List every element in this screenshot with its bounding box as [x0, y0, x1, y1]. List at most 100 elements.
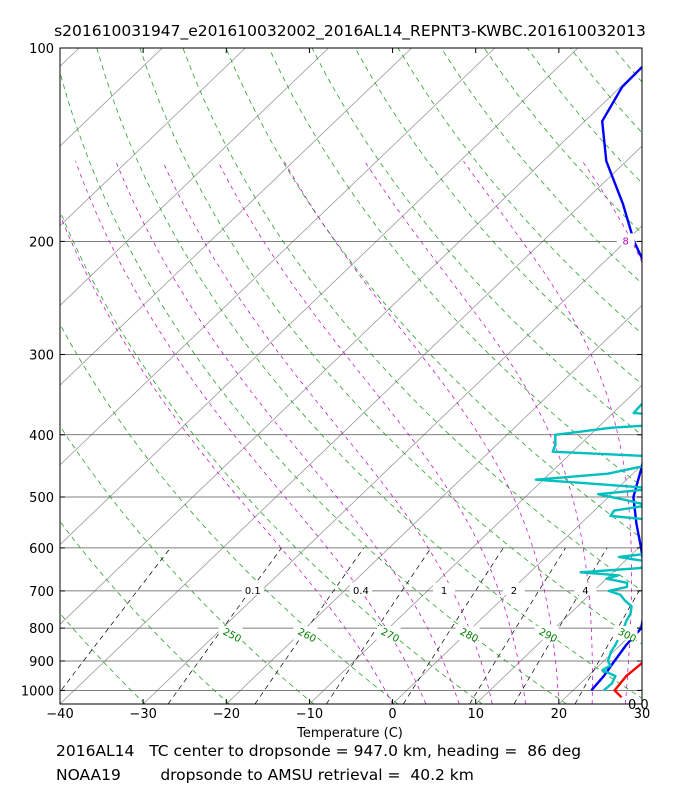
- plot-frame: [59, 47, 643, 705]
- series-line: [613, 661, 642, 699]
- isotherm-line: [142, 225, 642, 704]
- label-background: [349, 582, 372, 595]
- mixing-ratio-line: [60, 547, 171, 693]
- mixing-ratio-line: [254, 547, 364, 704]
- dry-adiabat-line: [526, 48, 642, 184]
- dry-adiabat-line: [354, 48, 642, 385]
- y-tick-label: 400: [29, 429, 54, 444]
- dry-adiabat-line: [60, 702, 61, 704]
- dry-adiabat-line: [60, 425, 314, 704]
- corner-label: 0.0: [628, 698, 649, 713]
- mixing-ratio-line: [167, 547, 282, 704]
- label-background: [433, 582, 456, 595]
- footer-line-2: NOAA19 dropsonde to AMSU retrieval = 40.…: [56, 766, 474, 784]
- y-tick-label: 500: [29, 491, 54, 506]
- label-background: [574, 582, 597, 595]
- dry-adiabat-line: [397, 48, 642, 335]
- isotherm-line: [60, 48, 246, 227]
- y-tick-label: 200: [29, 235, 54, 250]
- isotherm-line: [60, 48, 329, 307]
- tc-distance-text: TC center to dropsonde = 947.0 km, headi…: [149, 742, 582, 760]
- label-background: [293, 626, 318, 641]
- moist-adiabat-line: [463, 160, 632, 704]
- moist-adiabat-line: [75, 160, 427, 704]
- dry-adiabat-line: [440, 48, 642, 285]
- moist-adiabat-line: [283, 160, 560, 704]
- isotherm-line: [309, 384, 642, 704]
- dry-adiabat-line: [60, 520, 230, 704]
- dry-adiabat-line: [60, 70, 567, 704]
- x-tick-label: −30: [129, 707, 156, 722]
- label-background: [613, 626, 638, 641]
- x-tick-label: 20: [551, 707, 568, 722]
- mixing-ratio-line: [326, 547, 432, 704]
- mixing-ratio-line: [469, 547, 566, 704]
- dry-adiabat-line: [60, 323, 399, 704]
- y-tick-label: 800: [29, 622, 54, 637]
- dry-adiabat-line: [182, 48, 642, 592]
- y-tick-label: 700: [29, 585, 54, 600]
- series-line: [646, 196, 700, 690]
- label-background: [455, 626, 480, 641]
- isotherm-line: [60, 48, 80, 67]
- label-background: [616, 233, 635, 246]
- label-background: [502, 582, 525, 595]
- label-background: [645, 583, 667, 595]
- y-tick-label: 1000: [21, 684, 54, 699]
- moist-adiabat-label: 12: [669, 236, 682, 247]
- dry-adiabat-line: [612, 48, 642, 83]
- label-background: [218, 626, 243, 641]
- x-tick-label: −10: [296, 707, 323, 722]
- x-tick-label: −40: [46, 707, 73, 722]
- mixing-ratio-label: 0.1: [245, 586, 261, 597]
- mixing-ratio-label: 1: [441, 586, 447, 597]
- series-line: [590, 65, 642, 692]
- label-background: [241, 582, 264, 595]
- isotherm-line: [60, 48, 412, 386]
- moist-adiabat-line: [217, 160, 526, 704]
- footer-line-1: 2016AL14 TC center to dropsonde = 947.0 …: [56, 742, 581, 760]
- x-tick-label: 30: [634, 707, 651, 722]
- isotherm-line: [475, 544, 642, 704]
- dry-adiabat-line: [60, 210, 483, 704]
- label-background: [534, 626, 559, 641]
- satellite-name: NOAA19: [56, 766, 121, 784]
- plot-area: 0.10.41247101681216202428322502602702802…: [60, 48, 700, 704]
- mixing-ratio-label: 7: [653, 586, 659, 597]
- isotherm-line: [641, 703, 642, 704]
- moist-adiabat-line: [115, 160, 460, 704]
- x-axis-label: Temperature (C): [296, 726, 403, 741]
- storm-id: 2016AL14: [56, 742, 135, 760]
- dry-adiabat-line: [139, 48, 642, 645]
- mixing-ratio-label: 4: [582, 586, 588, 597]
- y-tick-label: 100: [29, 42, 54, 57]
- moist-adiabat-line: [692, 161, 700, 704]
- dry-adiabat-line: [96, 48, 642, 699]
- series-line: [534, 402, 642, 692]
- isotherm-line: [60, 48, 579, 546]
- isotherm-line: [392, 464, 642, 704]
- moist-adiabat-line: [364, 160, 593, 704]
- retrieval-distance-text: dropsonde to AMSU retrieval = 40.2 km: [160, 766, 474, 784]
- y-tick-label: 900: [29, 655, 54, 670]
- dry-adiabat-line: [483, 48, 642, 234]
- chart-title: s201610031947_e201610032002_2016AL14_REP…: [54, 22, 646, 41]
- label-background: [667, 233, 685, 245]
- y-tick-label: 600: [29, 542, 54, 557]
- x-tick-label: 0: [388, 707, 396, 722]
- mixing-ratio-line: [403, 547, 504, 704]
- mixing-ratio-label: 0.4: [353, 586, 369, 597]
- isotherm-line: [60, 48, 163, 147]
- dry-adiabat-line: [268, 48, 642, 487]
- moist-adiabat-label: 8: [622, 236, 628, 247]
- x-tick-label: 10: [467, 707, 484, 722]
- x-tick-label: −20: [213, 707, 240, 722]
- y-tick-label: 300: [29, 348, 54, 363]
- mixing-ratio-label: 10: [687, 586, 700, 597]
- isotherm-line: [60, 65, 642, 625]
- mixing-ratio-label: 2: [511, 586, 517, 597]
- moist-adiabat-line: [162, 160, 493, 704]
- isotherm-line: [226, 304, 642, 704]
